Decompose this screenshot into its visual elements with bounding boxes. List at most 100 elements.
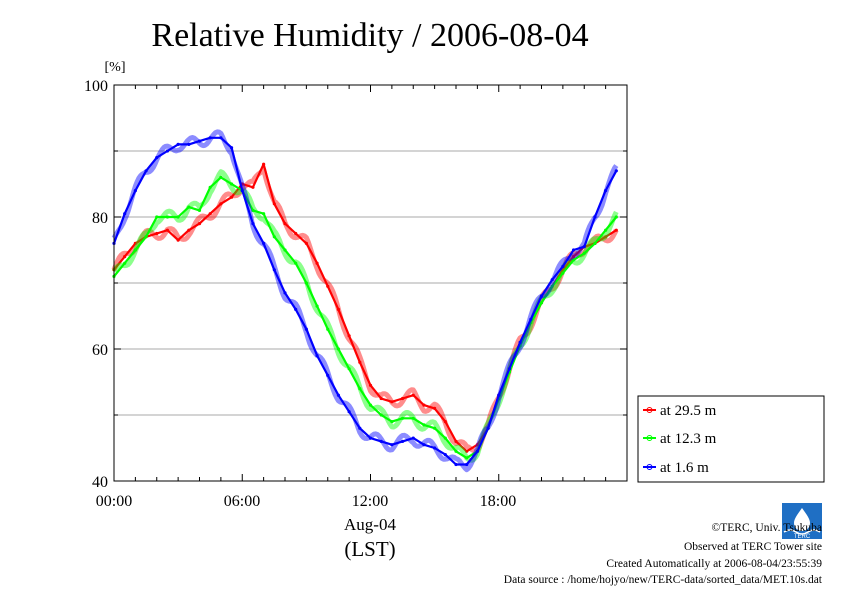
data-point (187, 228, 191, 232)
data-point (539, 301, 544, 305)
data-point (379, 413, 383, 417)
data-point (144, 235, 148, 239)
data-point (561, 271, 565, 275)
water-drop-icon (794, 508, 810, 531)
data-point (400, 416, 405, 420)
data-point (411, 436, 415, 440)
data-point (475, 443, 479, 447)
data-point (433, 446, 437, 450)
data-point (165, 215, 170, 219)
data-point (604, 235, 608, 239)
data-point (187, 142, 191, 146)
data-point (358, 426, 362, 430)
data-point (251, 185, 255, 189)
data-point (304, 241, 308, 245)
data-point (347, 334, 351, 338)
legend-label-12-3m: at 12.3 m (660, 431, 717, 447)
data-point (433, 406, 437, 410)
y-tick-label: 80 (92, 210, 108, 227)
y-tick-label: 40 (92, 474, 108, 491)
data-point (411, 416, 415, 420)
data-point (133, 241, 137, 245)
data-point (400, 439, 405, 443)
data-point (272, 235, 276, 239)
data-point (571, 248, 576, 252)
data-point (347, 410, 351, 414)
data-point (315, 304, 319, 308)
data-point (454, 439, 458, 443)
data-point (315, 261, 319, 265)
legend-marker (646, 464, 653, 470)
data-point (390, 443, 394, 447)
data-point (208, 136, 212, 140)
data-point (315, 354, 319, 358)
data-point (229, 195, 234, 199)
data-point (326, 373, 330, 377)
data-point (219, 175, 223, 179)
x-tick-label: 00:00 (96, 493, 132, 510)
data-point (571, 258, 576, 262)
chart-title: Relative Humidity / 2006-08-04 (151, 17, 588, 54)
data-point (582, 251, 586, 255)
x-tick-label: 12:00 (352, 493, 388, 510)
data-point (208, 185, 212, 189)
data-point (614, 215, 618, 219)
data-point (229, 182, 234, 186)
legend-items (643, 407, 656, 470)
data-point (336, 393, 341, 397)
data-point (443, 436, 447, 440)
data-point (123, 261, 127, 265)
data-point (368, 436, 373, 440)
data-point (262, 162, 266, 166)
data-point (465, 462, 469, 467)
observed-text: Observed at TERC Tower site (684, 541, 822, 553)
data-point (539, 294, 544, 298)
data-point (133, 189, 137, 193)
data-point (272, 268, 276, 272)
data-point (443, 420, 447, 424)
data-point (400, 396, 405, 401)
data-point (529, 317, 533, 321)
data-point (582, 245, 586, 249)
legend-label-29-5m: at 29.5 m (660, 403, 717, 419)
data-point (443, 453, 447, 457)
legend (637, 395, 825, 483)
data-point (454, 462, 458, 467)
data-point (358, 387, 362, 391)
y-tick-label: 60 (92, 342, 108, 359)
data-point (208, 212, 212, 216)
data-point (294, 231, 298, 236)
data-point (379, 439, 383, 443)
x-axis-label: (LST) (344, 537, 395, 561)
data-point (465, 449, 469, 453)
data-point (347, 367, 351, 371)
data-point (614, 169, 618, 173)
data-point (507, 367, 512, 371)
data-point (133, 248, 137, 252)
legend-marker (646, 407, 653, 413)
data-point (465, 456, 469, 460)
x-tick-label: 06:00 (224, 493, 260, 510)
legend-marker (646, 435, 653, 441)
y-tick-label: 100 (84, 78, 108, 95)
data-point (593, 215, 597, 219)
data-point (368, 383, 373, 387)
data-point (144, 169, 148, 173)
data-point (433, 426, 437, 430)
data-point (176, 142, 180, 146)
created-text: Created Automatically at 2006-08-04/23:5… (606, 558, 822, 570)
data-point (283, 248, 287, 252)
data-point (497, 393, 501, 397)
data-point (358, 360, 362, 364)
data-point (379, 396, 383, 401)
data-point (550, 278, 554, 282)
data-point (251, 208, 255, 212)
data-point (486, 426, 490, 430)
x-tick-label: 18:00 (480, 493, 516, 510)
data-point (454, 449, 458, 453)
terc-logo: TERC (782, 503, 822, 540)
copyright-text: ©TERC, Univ. Tsukuba (712, 522, 822, 534)
data-point (561, 264, 565, 269)
data-point (123, 212, 127, 216)
